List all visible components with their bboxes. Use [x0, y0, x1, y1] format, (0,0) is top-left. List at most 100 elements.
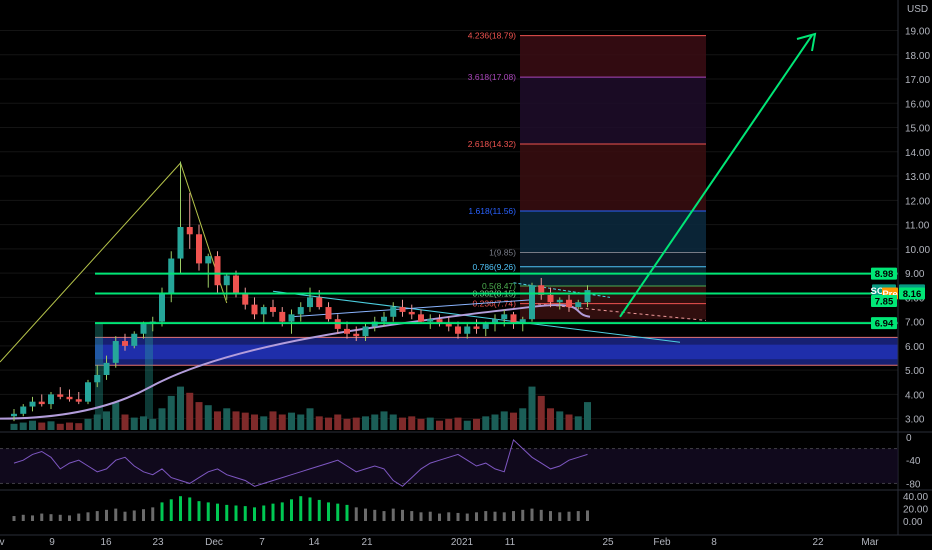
oscillator-bar [391, 508, 395, 521]
candle-body [381, 316, 387, 322]
oscillator-bar [336, 503, 340, 521]
oscillator-bar [401, 509, 404, 521]
volume-bar [584, 402, 591, 430]
price-tick-label: 11.00 [905, 221, 930, 232]
candle-body [575, 302, 582, 308]
candle-body [390, 307, 397, 317]
oscillator-bar [576, 511, 580, 521]
candle-body [455, 326, 461, 334]
oscillator-bar [539, 509, 543, 521]
candle-body [510, 314, 517, 325]
candle-body [297, 307, 304, 315]
oscillator-bar [317, 499, 321, 521]
volume-bar [537, 395, 545, 430]
oscillator-bar [345, 504, 349, 521]
oscillator-bar [86, 512, 90, 521]
candle-body [482, 324, 489, 329]
volume-bars [10, 386, 591, 430]
candle-body [20, 406, 27, 414]
target-arrow-line [619, 34, 813, 318]
price-tick-label: 14.00 [905, 148, 930, 159]
volume-bar [47, 421, 55, 430]
fib-level-label: 0.236(7.74) [473, 299, 517, 309]
volume-bar [93, 414, 101, 430]
fib-band [520, 266, 706, 286]
time-tick-label: 9 [49, 537, 55, 548]
oscillator-bar [484, 511, 488, 521]
rsi-band-fill [0, 448, 898, 484]
oscillator-bar [364, 508, 367, 521]
price-axis[interactable]: USD 19.00 18.00 17.00 16.00 15.00 14.00 13.00 1… [905, 4, 930, 426]
candle-body [547, 294, 554, 303]
price-tag [871, 317, 897, 330]
volume-bar [112, 402, 120, 430]
candle-body [399, 307, 406, 312]
volume-bar [232, 411, 240, 430]
volume-bar [260, 416, 268, 430]
price-tag [899, 287, 925, 300]
oscillator-bar [558, 512, 562, 521]
price-tick-label: 17.00 [905, 75, 930, 86]
volume-bar [306, 408, 314, 430]
volume-bar [38, 422, 46, 430]
volume-bar [454, 417, 462, 430]
volume-bar [121, 414, 129, 430]
oscillator-bar [77, 513, 81, 521]
volume-bar [500, 411, 508, 430]
price-tag [871, 267, 897, 280]
oscillator-bar [382, 511, 386, 521]
price-tag-label: 8.16 [903, 289, 922, 300]
candle-body [556, 299, 563, 303]
pane-separators [0, 0, 932, 536]
candle-body [445, 324, 452, 327]
fibonacci-extension: 4.236(18.79) 3.618(17.08) 2.618(14.32) 1.61… [468, 31, 706, 320]
volume-bar [10, 423, 18, 430]
candle-body [112, 341, 119, 363]
price-tick-label: 9.00 [905, 269, 925, 280]
oscillator-bar [105, 509, 108, 521]
oscillator-bar [475, 512, 478, 521]
time-axis[interactable]: v 9 16 23 Dec 7 14 21 2021 11 25 Feb 8 22 Mar [0, 537, 879, 548]
oscillator-bar [58, 514, 62, 521]
candle-body [38, 401, 45, 405]
volume-bar [519, 408, 527, 430]
candle-body [436, 319, 443, 325]
oscillator-bar [142, 509, 145, 521]
volume-bar [241, 412, 249, 430]
fib-level-label: 4.236(18.79) [468, 31, 516, 41]
candle-body [279, 311, 286, 322]
oscillator-bar [521, 509, 525, 521]
volume-bar [334, 414, 342, 430]
oscillator-bar [114, 508, 118, 521]
oscillator-bar [271, 503, 275, 521]
time-tick-label: v [0, 537, 5, 548]
candle-body [29, 401, 36, 407]
oscillator-bar [253, 507, 256, 521]
candle-body [48, 394, 54, 405]
oscillator-bar [132, 510, 136, 521]
candle-body [427, 319, 434, 322]
candlesticks [11, 161, 591, 422]
price-tick-label: 19.00 [905, 27, 930, 38]
candle-body [131, 333, 138, 346]
candle-body [177, 227, 184, 259]
oscillator-pane: 40.00 20.000.00 [12, 492, 928, 528]
rsi-pane: 0 -40 -80 [0, 433, 921, 490]
candle-body [584, 290, 591, 303]
candle-body [473, 326, 480, 329]
oscillator-tick-label: 40.00 [903, 492, 928, 503]
oscillator-bar [308, 497, 312, 521]
time-tick-label: Feb [653, 537, 671, 548]
volume-bar [473, 418, 480, 430]
volume-bar [482, 416, 490, 430]
volume-bar [56, 423, 64, 430]
volume-bar [380, 411, 388, 430]
oscillator-bar [12, 516, 16, 521]
volume-bar [214, 411, 221, 430]
candle-body [316, 297, 323, 308]
oscillator-bar [410, 511, 414, 521]
oscillator-bar [290, 499, 293, 521]
oscillator-bar [160, 502, 164, 521]
volume-bar [556, 411, 564, 430]
